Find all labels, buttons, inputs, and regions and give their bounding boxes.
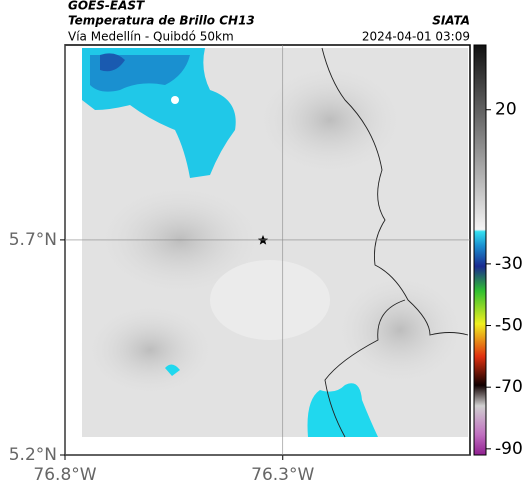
y-tick-label: 5.7°N [9,230,57,250]
title: GOES-EAST [68,0,145,13]
y-tick-label: 5.2°N [9,445,57,465]
timestamp: 2024-04-01 03:09 [362,30,470,44]
colorbar [473,44,487,456]
colorbar-tick-label: -50 [495,316,523,336]
colorbar-tick-label: 20 [495,100,517,120]
source: SIATA [432,14,470,28]
subtitle: Temperatura de Brillo CH13 [68,14,255,28]
colorbar-tick-label: -90 [495,439,523,459]
x-tick-label: 76.8°W [33,465,96,485]
colorbar-tick-label: -70 [495,377,523,397]
map-image [80,47,470,438]
route: Vía Medellín - Quibdó 50km [68,30,234,44]
colorbar-tick-label: -30 [495,254,523,274]
x-tick-label: 76.3°W [251,465,314,485]
